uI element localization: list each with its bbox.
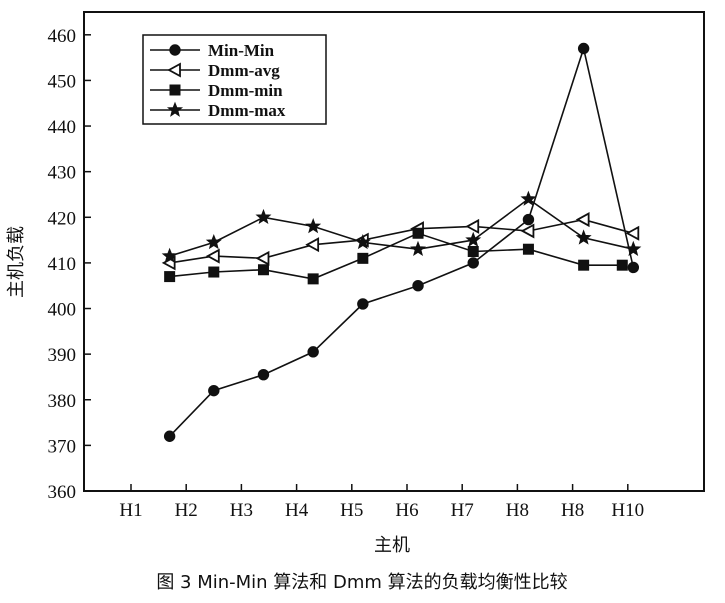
y-axis-ticks: 360 370 380 390 400 410 420 430 440 450 460 [48, 26, 91, 503]
legend-item: Dmm-min [150, 81, 283, 100]
data-point [575, 229, 592, 245]
y-tick-label: 410 [48, 254, 77, 275]
data-point [625, 225, 640, 241]
data-point [208, 266, 220, 278]
data-point [616, 259, 628, 271]
series-line [169, 45, 635, 437]
series-layer [161, 42, 642, 442]
data-point [627, 261, 640, 274]
x-axis-title: 主机 [374, 535, 410, 556]
data-point [467, 246, 479, 257]
legend-item: Dmm-avg [150, 61, 280, 80]
y-tick-label: 390 [48, 345, 77, 366]
data-point [257, 368, 270, 381]
data-point [625, 240, 642, 257]
x-tick-label: H5 [340, 500, 363, 521]
x-tick-label: H7 [451, 500, 474, 521]
data-point [410, 240, 427, 257]
data-point [205, 248, 220, 264]
legend-marker [169, 44, 181, 56]
y-tick-label: 450 [48, 71, 77, 92]
legend-label: Dmm-avg [208, 61, 280, 80]
data-point [255, 208, 272, 225]
data-point [577, 42, 590, 55]
x-tick-label: H10 [611, 500, 644, 521]
data-point [522, 243, 534, 255]
data-point [467, 257, 479, 269]
plot-frame [83, 11, 705, 492]
series-line [169, 198, 634, 257]
data-point [257, 264, 269, 276]
data-point [305, 217, 322, 234]
series-line [169, 232, 623, 280]
y-tick-label: 370 [48, 436, 77, 457]
series-dmm-min [164, 227, 628, 285]
x-tick-label: H6 [395, 500, 418, 521]
data-point [522, 213, 535, 226]
y-tick-label: 460 [48, 26, 77, 47]
data-point [465, 218, 480, 234]
y-tick-label: 380 [48, 391, 77, 412]
legend-label: Dmm-min [208, 81, 283, 100]
data-point [575, 212, 590, 228]
data-point [164, 271, 176, 283]
x-tick-label: H8 [561, 500, 584, 521]
legend-item: Dmm-max [150, 101, 286, 120]
data-point [307, 273, 319, 285]
y-tick-label: 440 [48, 117, 77, 138]
series-line [169, 218, 634, 264]
data-point [520, 223, 535, 239]
y-tick-label: 420 [48, 208, 77, 229]
data-point [465, 231, 482, 247]
series-dmm-max [161, 190, 642, 263]
y-axis-title: 主机负载 [6, 226, 27, 298]
data-point [357, 298, 369, 310]
x-tick-label: H3 [230, 500, 253, 521]
data-point [354, 234, 371, 250]
figure-caption: 图 3 Min-Min 算法和 Dmm 算法的负载均衡性比较 [156, 572, 567, 593]
legend-item: Min-Min [150, 41, 275, 60]
data-point [208, 384, 220, 397]
y-tick-label: 400 [48, 300, 77, 321]
legend-marker [166, 101, 184, 117]
data-point [255, 250, 270, 266]
y-tick-label: 430 [48, 163, 77, 184]
data-point [205, 234, 222, 250]
legend-label: Min-Min [208, 41, 275, 60]
legend-label: Dmm-max [208, 101, 286, 120]
legend-marker [169, 84, 181, 96]
data-point [412, 227, 424, 239]
legend-marker [167, 62, 181, 78]
x-tick-label: H1 [119, 500, 142, 521]
x-axis-ticks: H1 H2 H3 H4 H5 H6 H7 H8 H8 H10 [119, 484, 644, 521]
data-point [163, 430, 176, 442]
data-point [578, 259, 590, 271]
data-point [412, 280, 424, 292]
data-point [357, 252, 369, 264]
y-tick-label: 360 [48, 482, 77, 503]
data-point [161, 247, 178, 263]
data-point [307, 346, 319, 358]
data-point [520, 190, 537, 206]
data-point [305, 237, 320, 253]
series-min-min [163, 42, 640, 442]
x-tick-label: H8 [506, 500, 529, 521]
x-tick-label: H4 [285, 500, 309, 521]
x-tick-label: H2 [175, 500, 198, 521]
